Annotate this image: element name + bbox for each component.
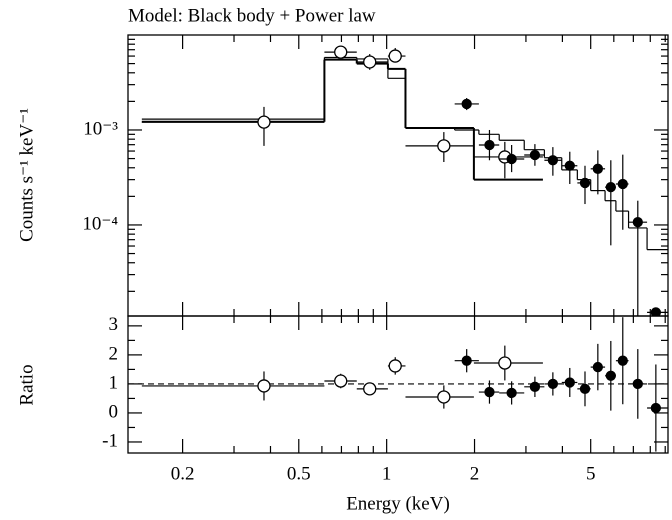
y-tick-label: 10⁻⁴ [82,213,118,234]
data-point [617,355,628,366]
x-tick-label: 5 [586,463,596,484]
x-tick-label: 2 [470,463,480,484]
y-tick-label: 0 [109,401,119,422]
data-point [632,378,643,390]
y-tick-label: 10⁻³ [83,118,118,139]
data-point [334,45,348,59]
data-point [388,359,402,373]
plot-area [128,317,668,452]
data-point [506,387,517,399]
y-tick-label: 3 [109,314,119,335]
data-point [547,155,559,166]
data-point [605,182,616,193]
data-point [437,139,451,153]
data-point [388,49,402,63]
data-point [498,356,512,370]
data-point [437,390,451,404]
data-point [529,381,541,392]
plot-area [141,45,668,316]
x-tick-label: 0.2 [171,463,195,484]
data-point [461,355,472,366]
data-point [579,177,591,189]
data-point [650,402,662,414]
x-tick-label: 0.5 [287,463,311,484]
y-tick-label: 1 [109,372,119,393]
data-point [617,178,628,190]
plot-frame [127,34,669,317]
data-point [547,378,559,390]
data-point [564,377,575,388]
data-point [257,115,271,129]
y-axis-label: Ratio [16,364,37,405]
data-point [484,386,495,398]
data-point [632,217,643,228]
x-axis-label: Energy (keV) [346,493,450,514]
chart-title: Model: Black body + Power law [128,5,376,26]
data-point [334,374,348,388]
data-point [363,55,377,69]
data-point [529,149,541,161]
data-point [484,139,495,151]
data-point [605,370,616,381]
data-point [257,379,271,393]
data-point [579,383,591,395]
data-point [461,98,472,110]
data-point [650,307,662,316]
data-point [506,153,517,165]
data-point [592,361,603,373]
data-point [592,163,603,174]
data-point [363,382,377,396]
y-axis-label: Counts s⁻¹ keV⁻¹ [16,108,37,242]
x-tick-label: 1 [382,463,392,484]
y-tick-label: 2 [109,343,119,364]
y-tick-label: -1 [102,430,118,451]
data-point [564,160,575,171]
